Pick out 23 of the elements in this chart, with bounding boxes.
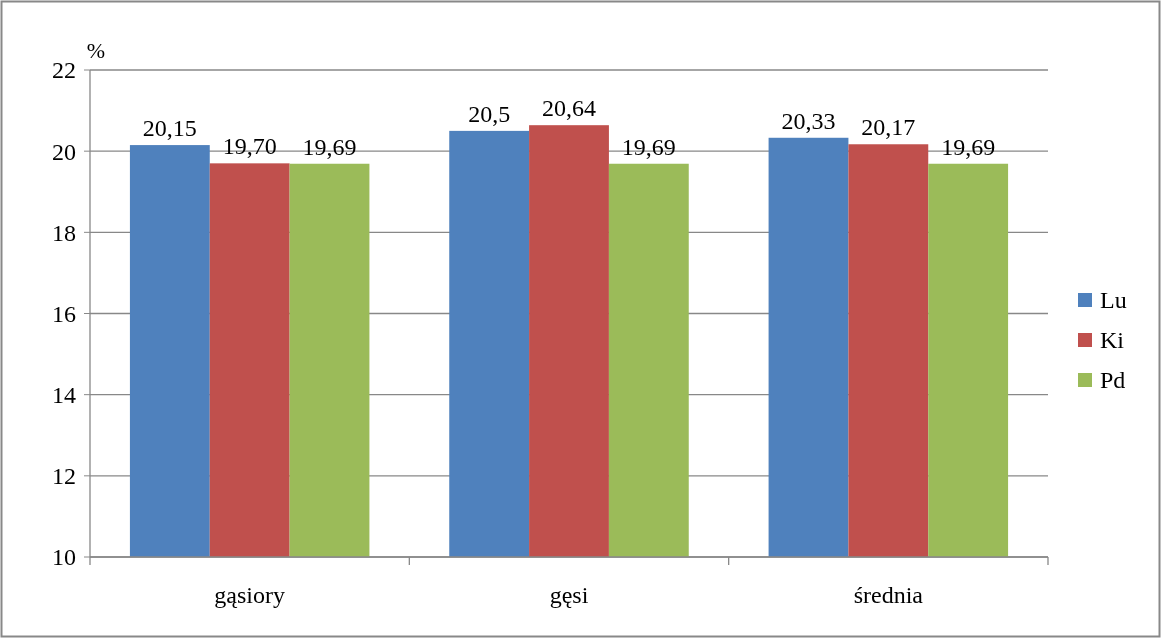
y-tick-label: 16 — [52, 300, 76, 327]
x-tick-label: gęsi — [549, 582, 589, 608]
data-label: 20,17 — [861, 114, 916, 141]
data-label: 19,69 — [941, 133, 996, 160]
y-tick-label: 18 — [52, 219, 76, 246]
y-axis-title: % — [86, 38, 106, 63]
data-label: 19,69 — [302, 133, 357, 160]
y-tick-label: 10 — [52, 544, 76, 571]
x-tick-label: średnia — [853, 582, 924, 608]
y-tick-label: 22 — [52, 57, 76, 84]
x-tick-label: gąsiory — [214, 582, 285, 608]
legend-label: Ki — [1100, 327, 1125, 354]
data-label: 20,5 — [468, 100, 511, 127]
y-tick-label: 14 — [52, 382, 76, 409]
legend-label: Pd — [1100, 367, 1126, 394]
data-label: 20,64 — [542, 95, 596, 122]
data-label: 20,15 — [142, 115, 197, 142]
data-label: 20,33 — [781, 107, 836, 134]
legend-label: Lu — [1100, 287, 1127, 314]
y-tick-label: 20 — [52, 138, 76, 165]
data-label: 19,69 — [621, 133, 676, 160]
y-tick-label: 12 — [52, 463, 76, 490]
data-label: 19,70 — [222, 133, 277, 160]
